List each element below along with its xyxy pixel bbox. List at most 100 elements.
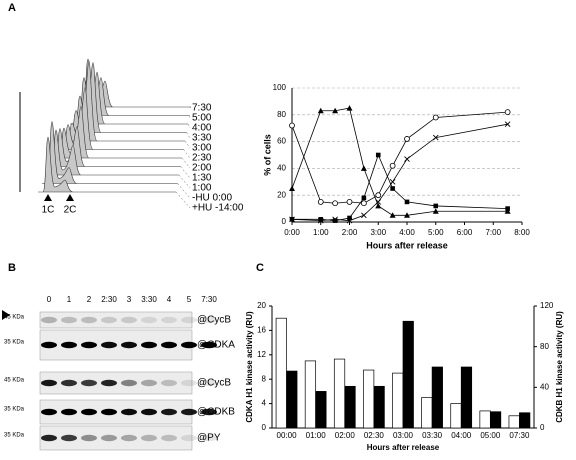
bar [333,358,346,429]
time-label: 5:00 [192,113,212,124]
band [121,341,137,349]
x-tick-label: 7:00 [485,228,501,237]
point [361,195,367,201]
band [41,434,57,442]
histogram [50,126,181,167]
lane-label: 1 [67,295,72,304]
y-axis-label: % of cells [262,134,272,176]
x-tick-label: 3:00 [370,228,386,237]
band [61,408,77,416]
y2-tick-label: 40 [540,382,549,391]
antibody-label: @CycB [197,315,231,326]
time-label: 7:30 [192,103,212,114]
size-marker: 35 KDa [4,433,25,439]
point [404,156,410,162]
band [61,316,77,324]
point [375,152,381,158]
point [332,107,339,114]
band [121,316,137,324]
time-label: 1:00 [192,183,212,194]
peak-label: 1C [42,205,55,216]
y-tick-label: 16 [257,326,266,335]
point [432,114,439,121]
x-tick-label: 0:00 [284,228,300,237]
point [347,215,352,221]
time-label: +HU -14:00 [192,203,244,214]
y-tick-label: 80 [277,110,286,119]
band [201,379,217,387]
point [317,198,324,205]
y-tick-label: 100 [273,83,287,92]
band [81,316,97,324]
y2-axis-label: CDKB H1 kinase activity (RU) [555,311,564,423]
band [41,408,57,416]
lane-label: 2 [87,295,92,304]
panel-label: A [8,2,16,14]
band [141,434,157,442]
lane-label: 0 [47,295,52,304]
y-tick-label: 60 [277,137,286,146]
band [181,379,197,387]
trace-leader [178,174,191,189]
point [346,105,353,111]
band [61,341,77,349]
point [433,203,439,209]
point [375,192,382,199]
peak-arrow [66,194,74,201]
band [61,379,77,387]
point [317,107,324,114]
bar [392,372,404,429]
bar [275,317,287,429]
point [404,199,410,205]
panel-label: C [256,262,264,274]
band [121,408,137,416]
x-tick-label: 02:30 [364,431,385,440]
x-tick-label: 5:00 [428,228,444,237]
band [41,341,57,349]
band [161,341,177,349]
point [318,217,324,222]
band [81,434,97,442]
series-line [291,107,508,216]
point [375,199,382,205]
series-line [291,111,508,204]
y2-tick-label: 0 [540,423,545,432]
band [101,408,117,416]
y-tick-label: 8 [262,374,267,383]
point [375,202,382,209]
time-label: 1:30 [192,173,212,184]
x-tick-label: 07:30 [509,431,530,440]
y-tick-label: 12 [257,350,266,359]
band [161,434,177,442]
band [81,379,97,387]
point [332,218,338,223]
band [201,408,217,416]
band [201,434,217,442]
band [101,434,117,442]
peak-label: 2C [64,205,77,216]
trace-leader [184,140,191,149]
bar [489,411,502,429]
point [504,208,511,214]
size-marker: 35 KDa [4,340,25,346]
bar [519,412,531,429]
point [332,200,339,207]
point [505,206,510,211]
y-tick-label: 40 [277,164,286,173]
lane-label: 5 [187,295,192,304]
bar [460,366,473,429]
band [201,316,217,324]
point [432,134,439,141]
peak-arrow [44,194,52,201]
time-label: -HU 0:00 [192,193,232,204]
bar [431,366,443,429]
histogram-trace: +HU -14:00 [38,136,244,214]
bar [450,403,462,429]
point [346,198,353,205]
x-tick-label: 00:00 [277,431,298,440]
lane-label: 7:30 [201,295,217,304]
antibody-label: @PY [197,433,221,444]
blot-strip [39,311,193,329]
band [61,434,77,442]
band [121,434,137,442]
